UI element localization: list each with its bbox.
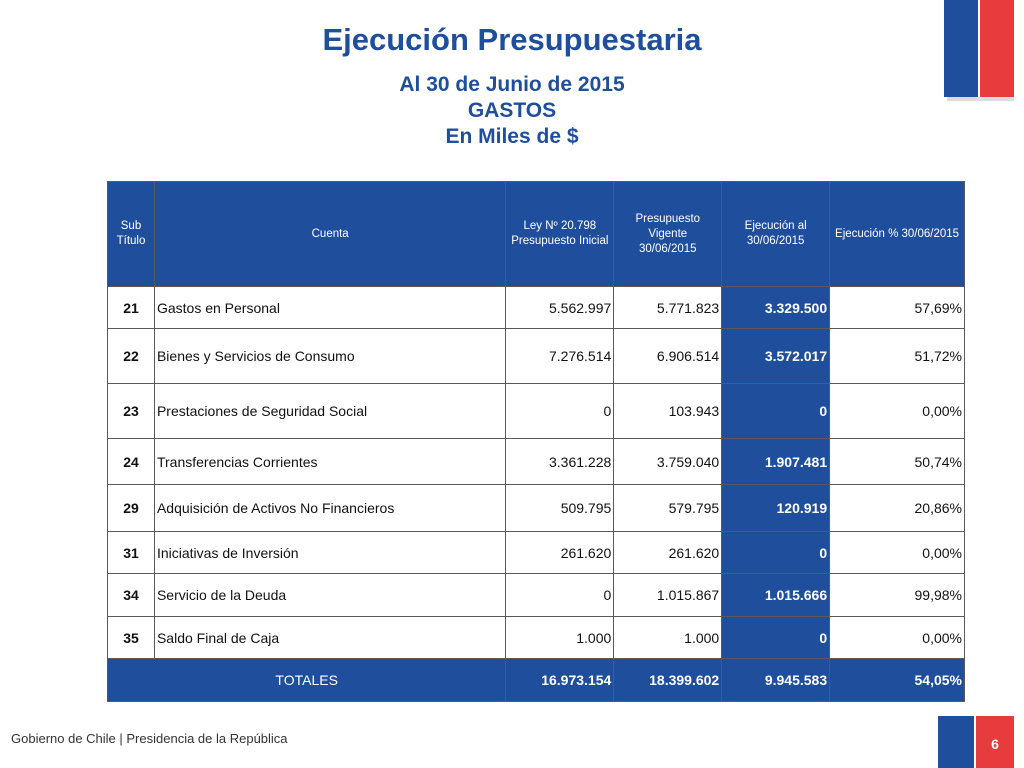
total-vigente: 18.399.602 [613, 658, 723, 702]
budget-table: Sub Título Cuenta Ley Nº 20.798 Presupue… [106, 181, 965, 702]
cell-ejecucion: 0 [721, 616, 831, 659]
cell-pct: 57,69% [829, 286, 965, 329]
cell-cuenta: Saldo Final de Caja [153, 616, 507, 659]
cell-cuenta: Adquisición de Activos No Financieros [153, 484, 507, 532]
totals-label: TOTALES [106, 658, 507, 702]
table-header-row: Sub Título Cuenta Ley Nº 20.798 Presupue… [107, 181, 965, 287]
cell-vigente: 5.771.823 [613, 286, 723, 329]
title-block: Ejecución Presupuestaria Al 30 de Junio … [0, 20, 1024, 150]
table-row: 31 Iniciativas de Inversión 261.620 261.… [107, 531, 965, 574]
table-row: 34 Servicio de la Deuda 0 1.015.867 1.01… [107, 573, 965, 617]
cell-cuenta: Gastos en Personal [153, 286, 507, 329]
cell-sub: 24 [107, 438, 155, 485]
footer-flag-red [976, 716, 1014, 768]
table-row: 29 Adquisición de Activos No Financieros… [107, 484, 965, 532]
header-cuenta: Cuenta [153, 181, 507, 287]
cell-ejecucion: 3.572.017 [721, 328, 831, 384]
cell-pct: 20,86% [829, 484, 965, 532]
flag-logo-top [944, 0, 1014, 101]
subtitle-date: Al 30 de Junio de 2015 [399, 73, 625, 96]
cell-vigente: 1.015.867 [613, 573, 723, 617]
table-row: 24 Transferencias Corrientes 3.361.228 3… [107, 438, 965, 485]
cell-ejecucion: 1.015.666 [721, 573, 831, 617]
cell-ejecucion: 1.907.481 [721, 438, 831, 485]
cell-vigente: 3.759.040 [613, 438, 723, 485]
footer-flag-logo: 6 [938, 716, 1014, 768]
cell-pct: 0,00% [829, 383, 965, 439]
cell-ley: 509.795 [505, 484, 615, 532]
cell-sub: 29 [107, 484, 155, 532]
cell-ejecucion: 0 [721, 383, 831, 439]
total-pct: 54,05% [829, 658, 965, 702]
cell-sub: 23 [107, 383, 155, 439]
subtitle-units: En Miles de $ [445, 125, 579, 148]
cell-cuenta: Prestaciones de Seguridad Social [153, 383, 507, 439]
cell-ley: 5.562.997 [505, 286, 615, 329]
footer-flag-blue [938, 716, 974, 768]
cell-sub: 35 [107, 616, 155, 659]
header-sub-titulo: Sub Título [107, 181, 155, 287]
table-row: 23 Prestaciones de Seguridad Social 0 10… [107, 383, 965, 439]
cell-pct: 0,00% [829, 616, 965, 659]
cell-ejecucion: 3.329.500 [721, 286, 831, 329]
total-ejecucion: 9.945.583 [721, 658, 831, 702]
cell-pct: 99,98% [829, 573, 965, 617]
page-number: 6 [991, 736, 999, 752]
cell-pct: 51,72% [829, 328, 965, 384]
cell-pct: 0,00% [829, 531, 965, 574]
cell-ejecucion: 120.919 [721, 484, 831, 532]
cell-vigente: 6.906.514 [613, 328, 723, 384]
cell-ley: 0 [505, 573, 615, 617]
cell-cuenta: Iniciativas de Inversión [153, 531, 507, 574]
cell-sub: 22 [107, 328, 155, 384]
header-ejecucion: Ejecución al 30/06/2015 [721, 181, 831, 287]
cell-cuenta: Bienes y Servicios de Consumo [153, 328, 507, 384]
cell-ley: 7.276.514 [505, 328, 615, 384]
table-row: 22 Bienes y Servicios de Consumo 7.276.5… [107, 328, 965, 384]
cell-sub: 21 [107, 286, 155, 329]
cell-cuenta: Servicio de la Deuda [153, 573, 507, 617]
flag-blue-stripe [944, 0, 978, 97]
cell-sub: 31 [107, 531, 155, 574]
header-presupuesto-vigente: Presupuesto Vigente 30/06/2015 [613, 181, 723, 287]
flag-red-stripe [980, 0, 1014, 97]
cell-ejecucion: 0 [721, 531, 831, 574]
cell-vigente: 103.943 [613, 383, 723, 439]
cell-ley: 0 [505, 383, 615, 439]
flag-shadow [947, 97, 1014, 101]
header-ejecucion-pct: Ejecución % 30/06/2015 [829, 181, 965, 287]
cell-pct: 50,74% [829, 438, 965, 485]
cell-vigente: 579.795 [613, 484, 723, 532]
cell-cuenta: Transferencias Corrientes [153, 438, 507, 485]
footer-text: Gobierno de Chile | Presidencia de la Re… [11, 731, 288, 746]
cell-ley: 1.000 [505, 616, 615, 659]
cell-vigente: 1.000 [613, 616, 723, 659]
cell-ley: 261.620 [505, 531, 615, 574]
total-ley: 16.973.154 [505, 658, 615, 702]
table-row: 21 Gastos en Personal 5.562.997 5.771.82… [107, 286, 965, 329]
subtitle-category: GASTOS [467, 99, 557, 122]
page-title: Ejecución Presupuestaria [322, 22, 702, 57]
cell-vigente: 261.620 [613, 531, 723, 574]
cell-ley: 3.361.228 [505, 438, 615, 485]
header-presupuesto-inicial: Ley Nº 20.798 Presupuesto Inicial [505, 181, 615, 287]
totals-row: TOTALES 16.973.154 18.399.602 9.945.583 … [106, 658, 965, 702]
table-row: 35 Saldo Final de Caja 1.000 1.000 0 0,0… [107, 616, 965, 659]
cell-sub: 34 [107, 573, 155, 617]
